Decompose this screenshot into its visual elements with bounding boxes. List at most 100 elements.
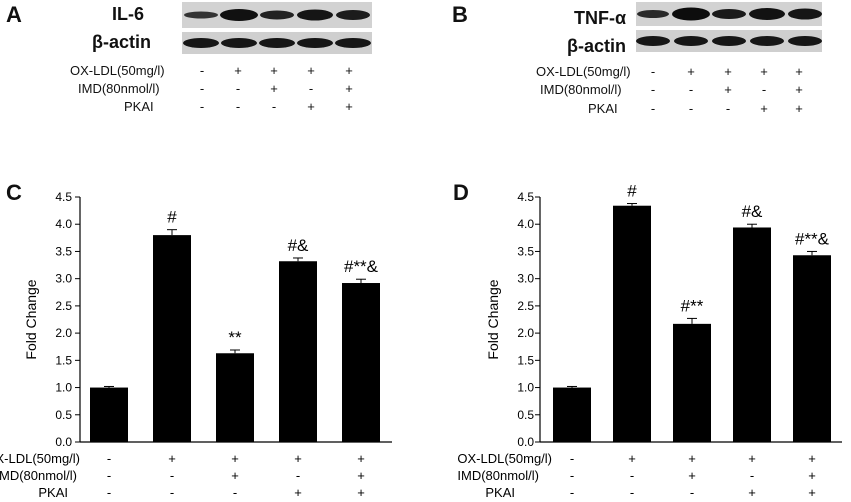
bar [553,387,591,442]
right-blot-sign: + [795,82,803,97]
left-blot-sign: - [199,63,205,78]
bar [90,387,128,442]
left-blot-oxldl-label: OX-LDL(50mg/l) [70,63,165,78]
y-tick-label: 3.5 [517,244,534,258]
tnfa-band [749,8,785,20]
il6-bar-chart: 0.0 0.5 1.0 1.5 2.0 2.5 3.0 3.5 4.0 4.5 Fold Chang… [0,190,392,500]
bar [733,227,771,442]
left-actin-blot-strip [182,32,372,54]
y-tick-label: 4.5 [55,190,72,204]
y-tick-label: 0.0 [55,435,72,449]
actin-band [183,38,219,48]
condition-sign: + [168,451,176,466]
blot-right-actin-label: β-actin [567,36,626,56]
actin-band [712,36,746,46]
condition-sign: - [107,485,111,500]
significance-label: # [627,182,637,201]
right-blot-sign: - [688,82,694,97]
actin-band [750,36,784,46]
blot-tnfa-label: TNF-α [574,8,627,28]
panel-c-letter: C [6,180,22,205]
actin-band [297,38,333,48]
condition-sign: + [357,485,365,500]
right-blot-sign: - [725,101,731,116]
left-blot-sign: + [345,63,353,78]
condition-sign: - [630,468,634,483]
condition-sign: - [233,485,237,500]
tnfa-band [637,10,669,18]
left-blot-sign: - [271,99,277,114]
left-blot-sign: - [308,81,314,96]
bar [153,235,191,442]
tnfa-band [672,7,710,21]
right-blot-oxldl-label: OX-LDL(50mg/l) [536,64,631,79]
condition-sign: - [690,485,694,500]
il6-band [336,10,370,20]
condition-sign: + [688,468,696,483]
right-blot-sign: - [688,101,694,116]
panel-d-letter: D [453,180,469,205]
left-blot-sign: + [270,63,278,78]
condition-sign: - [570,468,574,483]
il6-band [260,10,294,20]
condition-sign: - [170,468,174,483]
y-tick-label: 2.0 [55,326,72,340]
left-blot-sign: + [234,63,242,78]
il6-band [297,9,333,21]
il6-band [220,9,258,21]
panel-b-letter: B [452,2,468,27]
bar [342,283,380,442]
condition-sign: - [170,485,174,500]
y-tick-label: 1.5 [55,353,72,367]
significance-label: # [167,208,177,227]
left-blot-sign: + [345,81,353,96]
y-tick-label: 4.0 [517,217,534,231]
right-blot-sign: + [760,64,768,79]
condition-label: OX-LDL(50mg/l) [457,451,552,466]
actin-band [636,36,670,46]
significance-label: #** [681,296,704,315]
il6-blot-strip [182,2,372,28]
condition-sign: - [107,468,111,483]
condition-label: PKAI [38,485,68,500]
actin-band [335,38,371,48]
right-actin-blot-strip [636,30,822,52]
actin-band [788,36,822,46]
condition-sign: + [357,451,365,466]
left-blot-sign: + [307,63,315,78]
left-blot-sign: - [199,99,205,114]
condition-sign: + [748,451,756,466]
y-tick-label: 3.5 [55,244,72,258]
condition-sign: + [688,451,696,466]
condition-sign: - [750,468,754,483]
left-blot-pkai-label: PKAI [124,99,154,114]
condition-sign: + [231,451,239,466]
condition-label: IMD(80nmol/l) [457,468,539,483]
left-blot-sign: + [307,99,315,114]
condition-sign: - [296,468,300,483]
panel-a-letter: A [6,2,22,27]
significance-label: #**& [795,229,830,248]
condition-sign: + [294,451,302,466]
significance-label: #& [742,202,763,221]
condition-sign: - [107,451,111,466]
condition-sign: + [628,451,636,466]
blot-il6-label: IL-6 [112,4,145,24]
right-blot-sign: + [795,101,803,116]
y-tick-label: 1.0 [517,381,534,395]
bar [673,323,711,442]
y-tick-label: 0.0 [517,435,534,449]
actin-band [259,38,295,48]
bar [279,261,317,442]
actin-band [221,38,257,48]
condition-sign: + [808,451,816,466]
right-blot-sign: - [650,82,656,97]
left-blot-sign: - [235,81,241,96]
significance-label: #& [288,236,309,255]
y-tick-label: 1.0 [55,381,72,395]
right-blot-sign: + [687,64,695,79]
tnfa-band [712,9,746,19]
left-blot-sign: - [235,99,241,114]
condition-sign: + [357,468,365,483]
bar [793,255,831,442]
